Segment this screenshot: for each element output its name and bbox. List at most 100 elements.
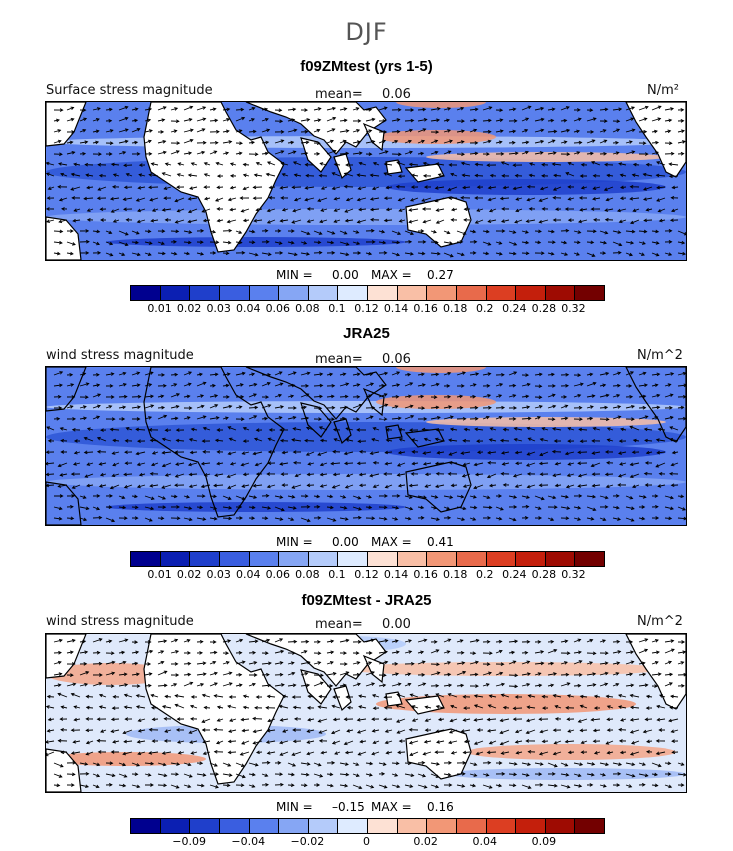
wind-vector (300, 140, 310, 145)
wind-vector (326, 417, 336, 422)
wind-vector (482, 662, 491, 666)
wind-vector (131, 516, 139, 520)
wind-vector (261, 382, 271, 387)
wind-vector (261, 773, 269, 777)
wind-vector (508, 119, 518, 123)
wind-vector (664, 383, 672, 387)
wind-vector (66, 673, 74, 677)
wind-vector (305, 451, 315, 456)
wind-vector (430, 517, 440, 521)
contour-band (426, 152, 666, 162)
wind-vector (421, 207, 432, 211)
wind-vector (606, 460, 614, 465)
wind-vector (248, 118, 255, 122)
wind-vector (300, 393, 310, 398)
wind-vector (274, 506, 285, 512)
wind-vector (118, 516, 128, 520)
wind-vector (216, 705, 224, 710)
wind-vector (586, 651, 597, 656)
wind-vector (144, 107, 153, 112)
wind-vector (657, 484, 666, 488)
wind-vector (462, 438, 471, 443)
wind-vector (66, 650, 74, 655)
wind-vector (443, 252, 454, 258)
wind-vector (586, 638, 594, 643)
wind-vector (53, 108, 64, 112)
wind-vector (307, 462, 315, 466)
wind-vector (443, 772, 452, 777)
wind-vector (241, 484, 250, 488)
wind-vector (586, 416, 594, 421)
wind-vector (287, 495, 296, 499)
wind-vector (261, 228, 269, 233)
wind-vector (304, 162, 315, 167)
wind-vector (599, 505, 609, 509)
wind-vector (482, 415, 490, 420)
wind-vector (306, 706, 315, 710)
wind-vector (248, 762, 259, 767)
wind-vector (417, 383, 426, 387)
wind-vector (534, 139, 545, 144)
wind-vector (495, 108, 504, 112)
wind-vector (98, 484, 107, 488)
wind-vector (227, 451, 237, 456)
wind-vector (281, 483, 289, 487)
wind-vector (469, 660, 479, 665)
wind-vector (482, 495, 491, 500)
wind-vector (196, 106, 207, 111)
wind-vector (547, 151, 557, 155)
wind-vector (331, 729, 341, 735)
wind-vector (261, 493, 270, 498)
wind-vector (144, 662, 152, 666)
wind-vector (482, 384, 491, 388)
wind-vector (202, 751, 211, 756)
wind-vector (229, 718, 237, 722)
wind-vector (551, 162, 562, 167)
wind-vector (261, 506, 272, 510)
wind-vector (279, 462, 289, 466)
wind-vector (124, 450, 133, 455)
wind-vector (651, 140, 660, 145)
wind-vector (560, 682, 571, 687)
wind-vector (534, 672, 542, 676)
wind-vector (573, 140, 583, 145)
wind-vector (552, 186, 562, 191)
wind-vector (538, 483, 549, 488)
wind-vector (573, 393, 582, 398)
wind-vector (209, 394, 219, 398)
wind-vector (287, 762, 297, 767)
wind-vector (508, 650, 516, 655)
wind-vector (638, 105, 649, 111)
wind-vector (629, 196, 640, 201)
wind-vector (291, 695, 302, 699)
wind-vector (346, 705, 354, 710)
wind-vector (560, 762, 569, 767)
wind-vector (326, 240, 335, 245)
wind-vector (625, 384, 633, 388)
figure-title: DJF (345, 18, 388, 46)
wind-vector (515, 750, 523, 755)
wind-vector (300, 650, 308, 654)
wind-vector (352, 129, 361, 133)
wind-vector (287, 415, 297, 420)
wind-vector (300, 783, 308, 788)
wind-vector (398, 208, 406, 212)
wind-vector (573, 230, 582, 234)
wind-vector (473, 740, 484, 745)
wind-vector (487, 219, 497, 223)
wind-vector (313, 505, 321, 509)
wind-vector (196, 381, 207, 387)
wind-vector (404, 150, 413, 155)
wind-vector (488, 208, 497, 213)
wind-vector (163, 716, 172, 721)
wind-vector (242, 173, 250, 178)
wind-vector (651, 416, 659, 420)
wind-vector (118, 252, 126, 256)
wind-vector (436, 740, 445, 744)
wind-vector (578, 219, 588, 224)
wind-vector (469, 229, 477, 234)
wind-vector (266, 219, 276, 224)
wind-vector (66, 117, 75, 122)
wind-vector (671, 739, 679, 743)
colorbar-swatch (131, 552, 161, 566)
